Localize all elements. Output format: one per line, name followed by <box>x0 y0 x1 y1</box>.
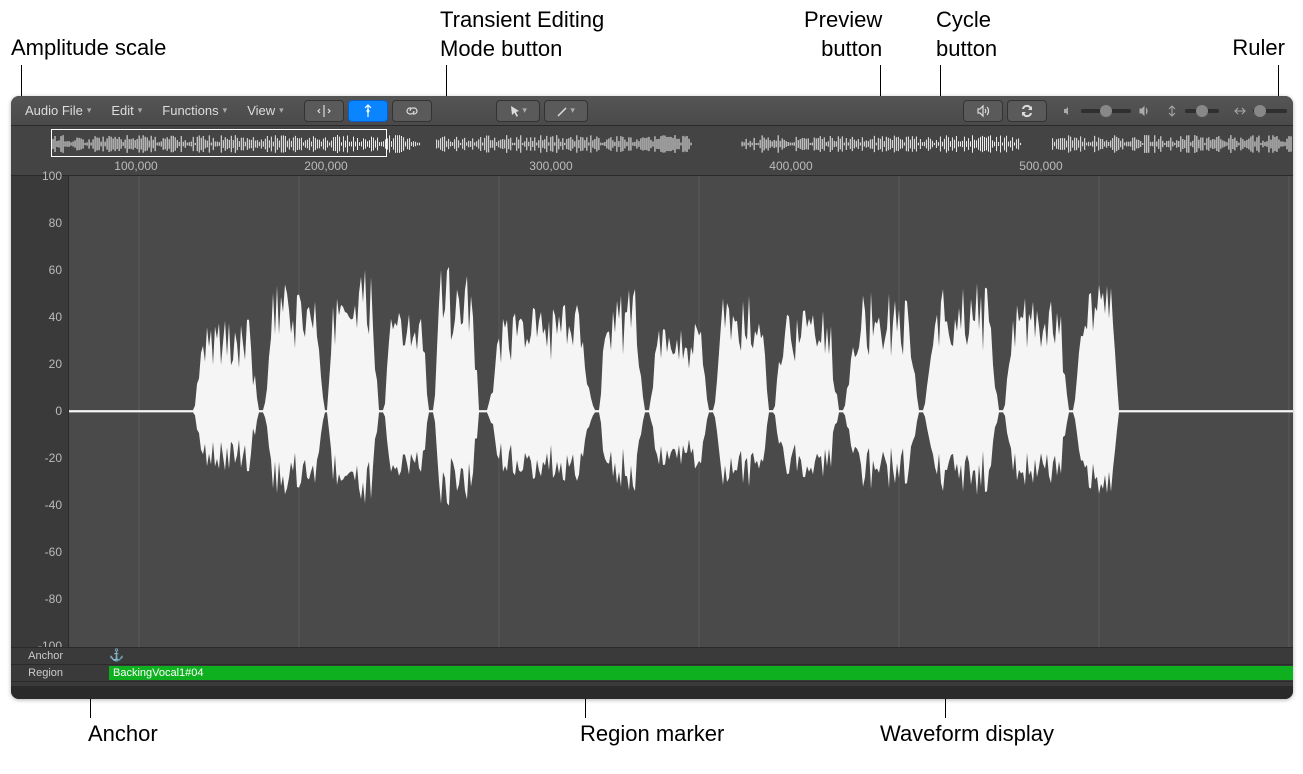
amplitude-tick: -20 <box>45 451 62 465</box>
callout-transient-mode: Transient Editing Mode button <box>440 6 604 63</box>
waveform-svg <box>69 176 1293 647</box>
menu-edit[interactable]: Edit ▾ <box>103 100 150 121</box>
ruler-tick-label: 500,000 <box>1019 159 1062 173</box>
amplitude-tick: 80 <box>49 216 62 230</box>
audio-file-editor-window: Audio File ▾ Edit ▾ Functions ▾ View ▾ ▾ ▾ <box>11 96 1293 699</box>
volume-low-icon <box>1061 104 1075 118</box>
menu-view[interactable]: View ▾ <box>239 100 291 121</box>
slider-thumb[interactable] <box>1196 105 1208 117</box>
ruler-tick-label: 400,000 <box>769 159 812 173</box>
amplitude-tick: 20 <box>49 357 62 371</box>
callout-anchor: Anchor <box>88 720 158 749</box>
overview-strip[interactable]: 100,000 200,000 300,000 400,000 500,000 <box>11 126 1293 176</box>
strip-label-region: Region <box>11 667 69 679</box>
ruler-tick-label: 200,000 <box>304 159 347 173</box>
chevron-down-icon: ▾ <box>87 105 92 116</box>
volume-high-icon <box>1137 104 1151 118</box>
amplitude-tick: -80 <box>45 592 62 606</box>
menu-label: View <box>247 103 275 118</box>
preview-button[interactable] <box>963 100 1003 122</box>
strip-label-anchor: Anchor <box>11 650 69 662</box>
menu-functions[interactable]: Functions ▾ <box>154 100 235 121</box>
pointer-icon <box>508 104 522 118</box>
flex-icon <box>361 104 375 118</box>
ruler-ticks: 100,000 200,000 300,000 400,000 500,000 <box>51 159 1293 173</box>
horizontal-zoom-slider-group <box>1233 104 1287 118</box>
menu-label: Audio File <box>25 103 83 118</box>
menu-label: Edit <box>111 103 133 118</box>
transient-icon <box>317 104 331 118</box>
speaker-icon <box>976 104 990 118</box>
anchor-strip-content[interactable]: ⚓ <box>69 648 1293 664</box>
chevron-down-icon: ▾ <box>570 105 575 116</box>
menu-label: Functions <box>162 103 218 118</box>
region-marker-bar[interactable]: BackingVocal1#04 <box>109 666 1293 680</box>
overview-waveform <box>51 132 1293 156</box>
pointer-tool-button[interactable]: ▾ <box>496 100 540 122</box>
region-strip-content[interactable]: BackingVocal1#04 <box>69 665 1293 681</box>
callout-cycle: Cycle button <box>936 6 997 63</box>
bottom-strips: Anchor ⚓ Region BackingVocal1#04 S. Loop <box>11 647 1293 699</box>
horizontal-zoom-slider[interactable] <box>1253 109 1287 113</box>
vertical-zoom-icon <box>1165 104 1179 118</box>
amplitude-tick: 0 <box>55 404 62 418</box>
tool-group-cursor: ▾ ▾ <box>496 100 588 122</box>
link-icon <box>405 104 419 118</box>
chevron-down-icon: ▾ <box>223 105 228 116</box>
waveform-display[interactable] <box>69 176 1293 647</box>
anchor-strip: Anchor ⚓ <box>11 648 1293 665</box>
volume-slider[interactable] <box>1081 109 1131 113</box>
amplitude-tick: 100 <box>42 169 62 183</box>
amplitude-tick: 60 <box>49 263 62 277</box>
volume-slider-group <box>1061 104 1151 118</box>
anchor-marker-icon[interactable]: ⚓ <box>109 648 124 662</box>
callout-line <box>880 65 881 98</box>
vertical-zoom-slider-group <box>1165 104 1219 118</box>
cycle-icon <box>1020 104 1034 118</box>
callout-amplitude-scale: Amplitude scale <box>11 34 166 63</box>
vertical-zoom-slider[interactable] <box>1185 109 1219 113</box>
amplitude-tick: -60 <box>45 545 62 559</box>
editor-toolbar: Audio File ▾ Edit ▾ Functions ▾ View ▾ ▾ ▾ <box>11 96 1293 126</box>
callout-line <box>940 65 941 98</box>
callout-preview: Preview button <box>804 6 882 63</box>
amplitude-scale: 100806040200-20-40-60-80-100 <box>11 176 69 647</box>
transient-editing-mode-button[interactable] <box>304 100 344 122</box>
chevron-down-icon: ▾ <box>279 105 284 116</box>
callout-region-marker: Region marker <box>580 720 724 749</box>
slider-thumb[interactable] <box>1254 105 1266 117</box>
region-name: BackingVocal1#04 <box>113 667 204 679</box>
chevron-down-icon: ▾ <box>522 105 527 116</box>
cycle-button[interactable] <box>1007 100 1047 122</box>
slider-thumb[interactable] <box>1100 105 1112 117</box>
chevron-down-icon: ▾ <box>138 105 143 116</box>
flex-mode-button[interactable] <box>348 100 388 122</box>
amplitude-tick: 40 <box>49 310 62 324</box>
horizontal-scrollbar[interactable] <box>11 686 1293 699</box>
ruler-tick-label: 100,000 <box>114 159 157 173</box>
ruler-tick-label: 300,000 <box>529 159 572 173</box>
region-strip: Region BackingVocal1#04 <box>11 665 1293 682</box>
catch-button[interactable] <box>392 100 432 122</box>
pencil-icon <box>556 104 570 118</box>
callout-waveform-display: Waveform display <box>880 720 1054 749</box>
callout-line <box>446 65 447 98</box>
tool-group-modes <box>304 100 432 122</box>
callout-ruler: Ruler <box>1232 34 1285 63</box>
horizontal-zoom-icon <box>1233 104 1247 118</box>
menu-audio-file[interactable]: Audio File ▾ <box>17 100 99 121</box>
amplitude-tick: -40 <box>45 498 62 512</box>
pencil-tool-button[interactable]: ▾ <box>544 100 588 122</box>
